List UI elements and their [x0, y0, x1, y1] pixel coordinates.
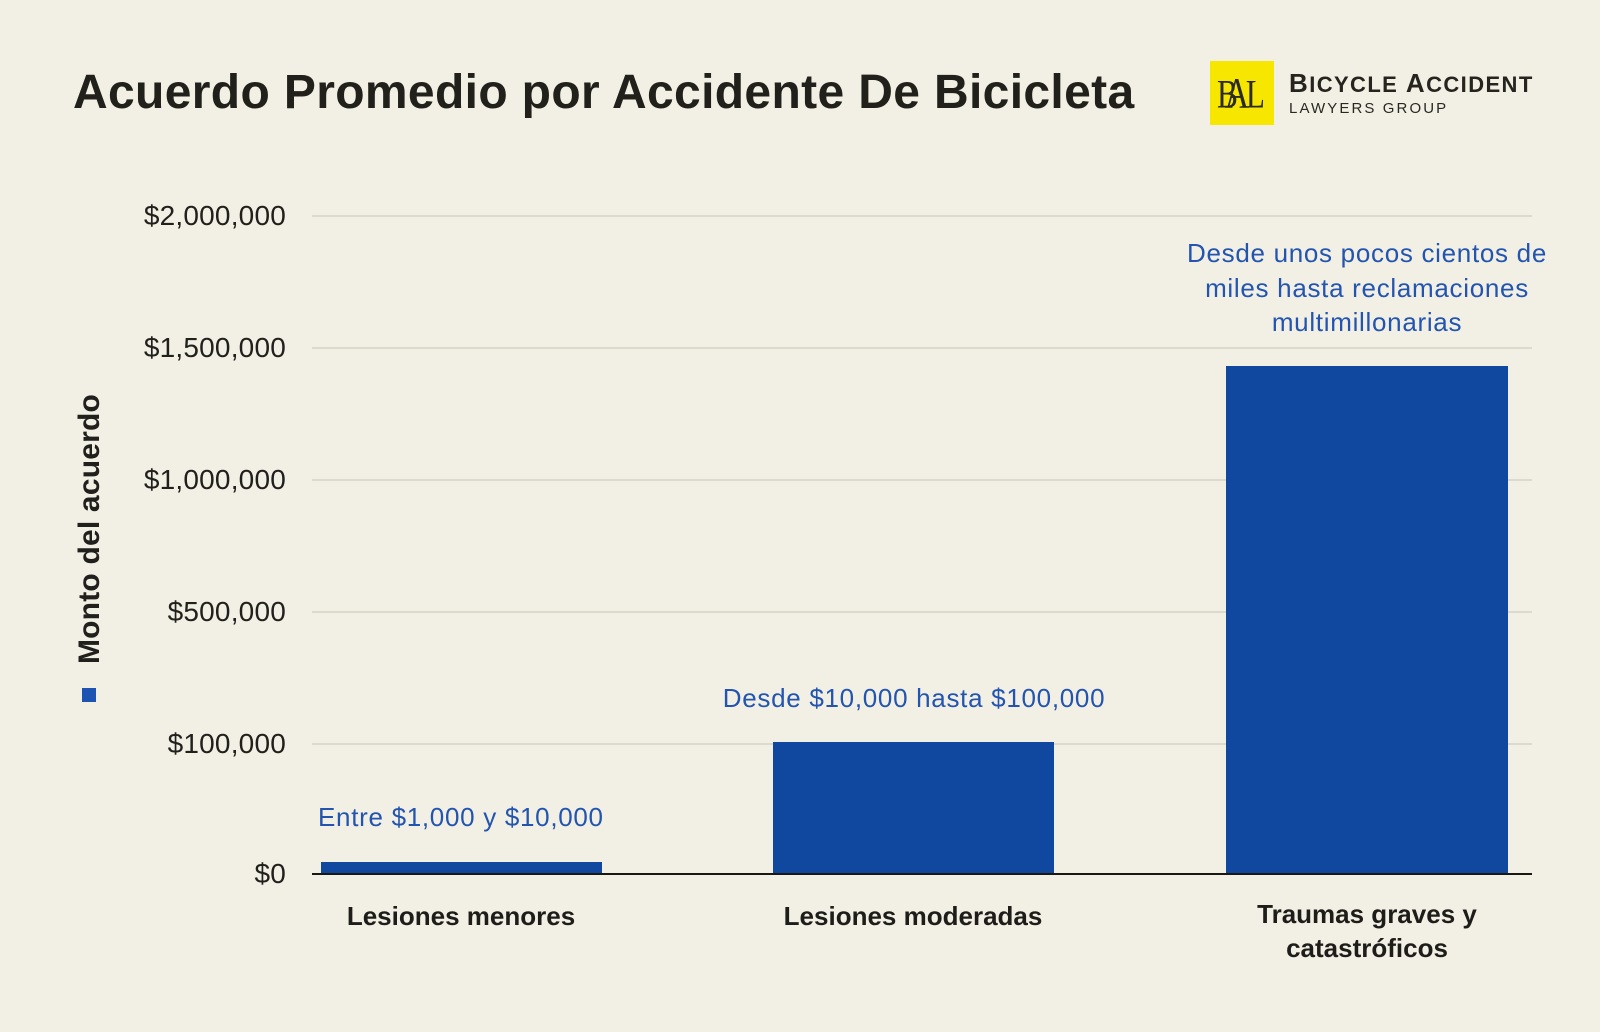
- svg-text:B: B: [1217, 72, 1238, 117]
- svg-text:A: A: [1225, 71, 1249, 118]
- svg-text:L: L: [1246, 72, 1265, 117]
